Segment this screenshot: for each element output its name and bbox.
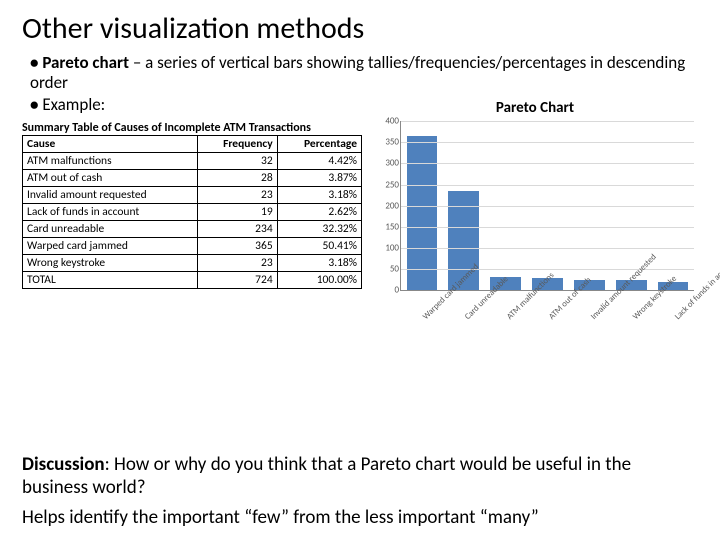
chart-ytick: 350 (373, 138, 401, 147)
table-cell: 2.62% (277, 204, 361, 221)
table-row: ATM malfunctions324.42% (23, 153, 362, 170)
table-cell: 28 (197, 170, 277, 187)
table-cell: Lack of funds in account (23, 204, 198, 221)
table-cell: 32 (197, 153, 277, 170)
table-row: Wrong keystroke233.18% (23, 255, 362, 272)
table-cell: 3.87% (277, 170, 361, 187)
table-cell: 234 (197, 221, 277, 238)
helper-text: Helps identify the important “few” from … (22, 507, 698, 530)
table-row: Card unreadable23432.32% (23, 221, 362, 238)
table-row: Lack of funds in account192.62% (23, 204, 362, 221)
table-row: Invalid amount requested233.18% (23, 187, 362, 204)
discussion-prefix: Discussion (22, 453, 105, 476)
table-header-row: Cause Frequency Percentage (23, 136, 362, 153)
table-row: Warped card jammed36550.41% (23, 238, 362, 255)
chart-ytick: 150 (373, 222, 401, 231)
chart-ytick: 50 (373, 265, 401, 274)
table-cell: TOTAL (23, 272, 198, 289)
chart-ytick: 300 (373, 159, 401, 168)
chart-gridline (401, 269, 694, 270)
table-cell: 23 (197, 187, 277, 204)
pareto-chart: Pareto Chart 050100150200250300350400 Wa… (372, 121, 698, 351)
chart-gridline (401, 121, 694, 122)
summary-table: Cause Frequency Percentage ATM malfuncti… (22, 135, 362, 289)
chart-xlabels: Warped card jammedCard unreadableATM mal… (400, 291, 694, 351)
table-cell: 19 (197, 204, 277, 221)
table-cell: 3.18% (277, 187, 361, 204)
page-title: Other visualization methods (22, 10, 698, 47)
bullet-text: – a series of vertical bars showing tall… (30, 52, 685, 93)
bullet-bold: Pareto chart (42, 52, 129, 73)
summary-table-block: Summary Table of Causes of Incomplete AT… (22, 121, 362, 351)
bullet-item: Pareto chart – a series of vertical bars… (30, 53, 698, 93)
table-row: ATM out of cash283.87% (23, 170, 362, 187)
table-cell: 724 (197, 272, 277, 289)
table-cell: 23 (197, 255, 277, 272)
table-cell: 32.32% (277, 221, 361, 238)
table-cell: Wrong keystroke (23, 255, 198, 272)
chart-ytick: 100 (373, 243, 401, 252)
table-header: Percentage (277, 136, 361, 153)
table-cell: 3.18% (277, 255, 361, 272)
chart-ytick: 0 (373, 286, 401, 295)
chart-gridline (401, 206, 694, 207)
bullet-text: Example: (42, 94, 105, 115)
chart-gridline (401, 248, 694, 249)
chart-ytick: 200 (373, 201, 401, 210)
table-cell: Card unreadable (23, 221, 198, 238)
table-cell: Warped card jammed (23, 238, 198, 255)
table-title: Summary Table of Causes of Incomplete AT… (22, 121, 362, 135)
chart-gridline (401, 163, 694, 164)
chart-ytick: 250 (373, 180, 401, 189)
table-cell: 100.00% (277, 272, 361, 289)
table-row: TOTAL724100.00% (23, 272, 362, 289)
chart-gridline (401, 227, 694, 228)
table-cell: ATM malfunctions (23, 153, 198, 170)
chart-gridline (401, 185, 694, 186)
table-cell: ATM out of cash (23, 170, 198, 187)
chart-bar (407, 136, 438, 290)
table-cell: Invalid amount requested (23, 187, 198, 204)
table-cell: 365 (197, 238, 277, 255)
chart-gridline (401, 142, 694, 143)
table-header: Frequency (197, 136, 277, 153)
table-cell: 50.41% (277, 238, 361, 255)
table-header: Cause (23, 136, 198, 153)
discussion-text: Discussion: How or why do you think that… (22, 454, 698, 500)
table-cell: 4.42% (277, 153, 361, 170)
chart-title: Pareto Chart (372, 99, 698, 117)
chart-ytick: 400 (373, 117, 401, 126)
discussion-body: : How or why do you think that a Pareto … (22, 453, 631, 499)
